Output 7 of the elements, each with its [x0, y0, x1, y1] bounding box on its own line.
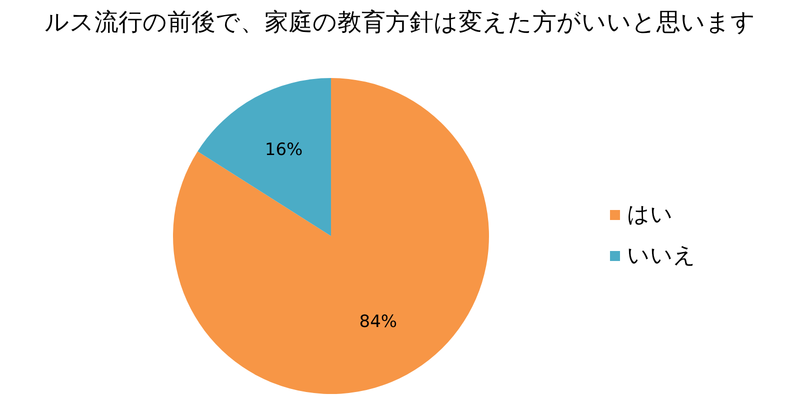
- chart-title: ルス流行の前後で、家庭の教育方針は変えた方がいいと思います: [44, 8, 756, 36]
- pie-slice: [198, 78, 331, 236]
- legend-label: いいえ: [627, 244, 696, 268]
- data-label: 16%: [264, 140, 303, 160]
- pie-slice: [173, 78, 489, 394]
- legend-label: はい: [627, 202, 673, 228]
- data-label: 84%: [359, 312, 398, 332]
